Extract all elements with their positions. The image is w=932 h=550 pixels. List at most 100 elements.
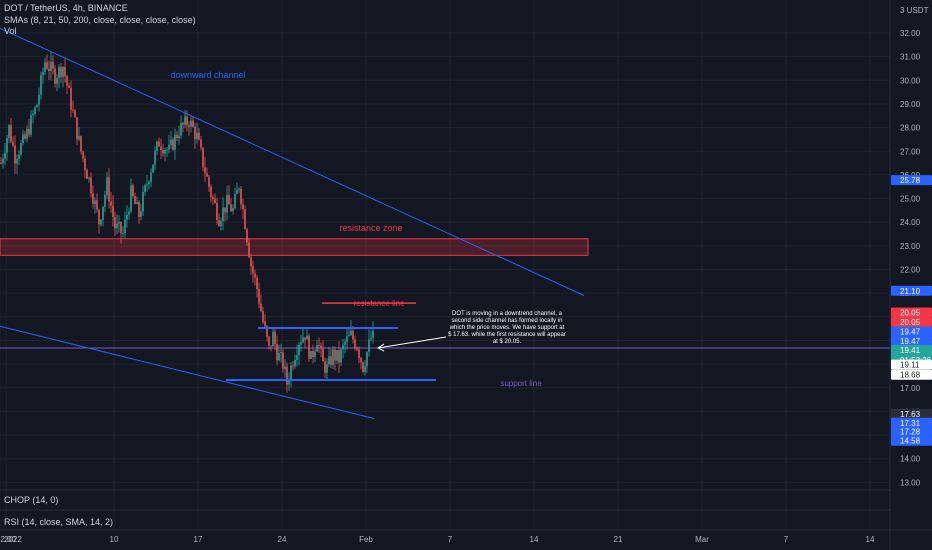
price-badge[interactable] <box>891 307 932 318</box>
candle-body[interactable] <box>158 141 160 147</box>
candle-body[interactable] <box>66 76 68 86</box>
sma-indicator-label[interactable]: SMAs (8, 21, 50, 200, close, close, clos… <box>4 14 196 25</box>
candle-body[interactable] <box>228 194 230 205</box>
candle-body[interactable] <box>254 273 256 278</box>
candle-body[interactable] <box>196 132 198 140</box>
candle-body[interactable] <box>324 361 326 373</box>
price-badge[interactable] <box>891 317 932 328</box>
candle-body[interactable] <box>190 120 192 127</box>
candle-body[interactable] <box>222 207 224 221</box>
candle-body[interactable] <box>244 209 246 230</box>
candle-body[interactable] <box>282 352 284 369</box>
candle-body[interactable] <box>276 344 278 361</box>
candle-body[interactable] <box>304 337 306 340</box>
candle-body[interactable] <box>344 341 346 345</box>
candle-body[interactable] <box>156 141 158 151</box>
price-badge[interactable] <box>891 417 932 428</box>
candle-body[interactable] <box>216 202 218 221</box>
candle-body[interactable] <box>20 143 22 155</box>
candle-body[interactable] <box>124 219 126 234</box>
candle-body[interactable] <box>360 357 362 363</box>
candle-body[interactable] <box>220 220 222 226</box>
candle-body[interactable] <box>340 349 342 363</box>
candle-body[interactable] <box>240 188 242 205</box>
candle-body[interactable] <box>96 200 98 210</box>
candle-body[interactable] <box>294 360 296 367</box>
candle-body[interactable] <box>170 139 172 145</box>
candle-body[interactable] <box>86 170 88 179</box>
candle-body[interactable] <box>50 61 52 71</box>
candle-body[interactable] <box>242 204 244 210</box>
candle-body[interactable] <box>298 344 300 356</box>
volume-indicator-label[interactable]: Vol <box>4 26 17 36</box>
candle-body[interactable] <box>274 331 276 345</box>
candle-body[interactable] <box>98 209 100 225</box>
candle-body[interactable] <box>352 330 354 340</box>
candle-body[interactable] <box>2 158 4 164</box>
candle-body[interactable] <box>286 366 288 385</box>
candle-body[interactable] <box>234 194 236 209</box>
candle-body[interactable] <box>108 177 110 202</box>
price-badge[interactable] <box>891 326 932 337</box>
candle-body[interactable] <box>28 128 30 135</box>
candle-body[interactable] <box>230 204 232 212</box>
candle-body[interactable] <box>106 177 108 195</box>
candle-body[interactable] <box>52 61 54 69</box>
candle-body[interactable] <box>208 176 210 187</box>
candle-body[interactable] <box>356 348 358 350</box>
candle-body[interactable] <box>288 380 290 385</box>
candle-body[interactable] <box>180 123 182 136</box>
candle-body[interactable] <box>30 115 32 135</box>
candle-body[interactable] <box>310 350 312 359</box>
currency-label[interactable]: 3 USDT <box>900 6 929 15</box>
candle-body[interactable] <box>270 345 272 347</box>
price-badge[interactable] <box>891 369 932 380</box>
candle-body[interactable] <box>318 345 320 346</box>
price-badge[interactable] <box>891 435 932 446</box>
candle-body[interactable] <box>140 211 142 217</box>
candle-body[interactable] <box>266 326 268 337</box>
candle-body[interactable] <box>264 321 266 327</box>
candle-body[interactable] <box>322 347 324 362</box>
candle-body[interactable] <box>178 135 180 139</box>
candle-body[interactable] <box>300 342 302 345</box>
candle-body[interactable] <box>284 366 286 369</box>
candle-body[interactable] <box>136 201 138 204</box>
candle-body[interactable] <box>24 134 26 139</box>
candle-body[interactable] <box>258 289 260 304</box>
candle-body[interactable] <box>94 200 96 204</box>
candle-body[interactable] <box>80 136 82 152</box>
candle-body[interactable] <box>278 352 280 361</box>
candle-body[interactable] <box>182 123 184 125</box>
candle-body[interactable] <box>76 117 78 140</box>
candle-body[interactable] <box>166 149 168 151</box>
candle-body[interactable] <box>168 144 170 150</box>
candle-body[interactable] <box>162 150 164 154</box>
candle-body[interactable] <box>184 116 186 125</box>
candle-body[interactable] <box>348 334 350 337</box>
candle-body[interactable] <box>40 74 42 95</box>
candle-body[interactable] <box>100 219 102 225</box>
candle-body[interactable] <box>328 356 330 365</box>
candle-body[interactable] <box>218 220 220 226</box>
price-badge[interactable] <box>891 426 932 437</box>
candle-body[interactable] <box>88 177 90 179</box>
candle-body[interactable] <box>72 109 74 111</box>
candle-body[interactable] <box>42 72 44 75</box>
candle-body[interactable] <box>8 124 10 138</box>
candle-body[interactable] <box>320 345 322 348</box>
candle-body[interactable] <box>248 242 250 258</box>
candle-body[interactable] <box>192 120 194 127</box>
candle-body[interactable] <box>16 159 18 164</box>
candle-body[interactable] <box>112 205 114 217</box>
candle-body[interactable] <box>330 356 332 365</box>
candle-body[interactable] <box>60 66 62 77</box>
candle-body[interactable] <box>202 147 204 168</box>
candle-body[interactable] <box>200 139 202 148</box>
candle-body[interactable] <box>18 154 20 160</box>
candle-body[interactable] <box>22 134 24 144</box>
candle-body[interactable] <box>102 206 104 220</box>
candle-body[interactable] <box>114 216 116 229</box>
candle-body[interactable] <box>0 163 2 164</box>
